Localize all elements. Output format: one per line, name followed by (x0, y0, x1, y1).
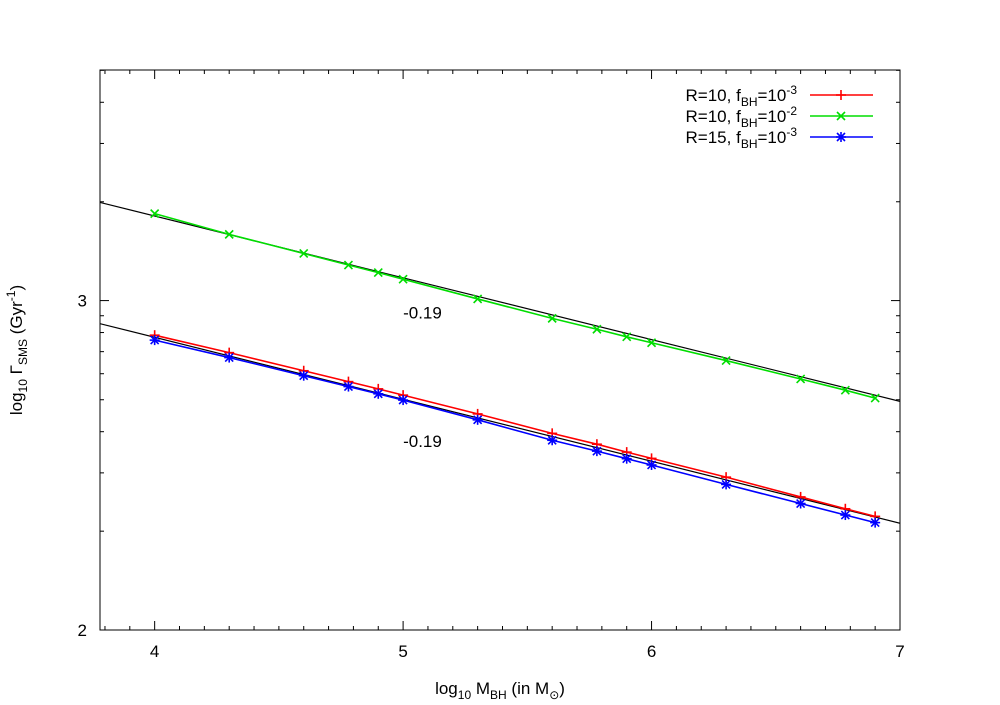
x-axis-label: log10 MBH (in M⊙) (435, 679, 565, 700)
data-point (547, 313, 557, 323)
data-point (224, 352, 235, 363)
legend-swatch-marker (836, 90, 846, 100)
slope-annotation: -0.19 (403, 432, 442, 451)
data-point (373, 388, 384, 399)
legend-label: R=10, fBH=10-3 (686, 83, 798, 109)
data-point (472, 414, 483, 425)
plot-frame (99, 69, 901, 631)
data-point (547, 435, 558, 446)
data-point (373, 268, 383, 278)
data-point (343, 381, 354, 392)
x-tick-label: 7 (895, 642, 904, 661)
data-point (473, 294, 483, 304)
series-line-2 (154, 339, 876, 524)
x-tick-label: 5 (398, 642, 407, 661)
legend-label: R=10, fBH=10-2 (686, 104, 798, 130)
data-point (621, 453, 632, 464)
legend-label: R=15, fBH=10-3 (686, 125, 798, 151)
x-tick-label: 6 (647, 642, 656, 661)
data-point (796, 374, 806, 384)
data-point (150, 209, 160, 219)
data-point (298, 370, 309, 381)
data-point (870, 393, 880, 403)
slope-annotation: -0.19 (403, 304, 442, 323)
data-point (721, 479, 732, 490)
y-tick-label: 3 (78, 292, 87, 311)
data-point (622, 332, 632, 342)
data-point (398, 274, 408, 284)
data-point (646, 459, 657, 470)
data-point (840, 385, 850, 395)
data-point (398, 395, 409, 406)
fit-line (100, 323, 900, 524)
data-point (299, 248, 309, 259)
series-line-0 (154, 334, 876, 518)
data-point (149, 335, 160, 346)
y-tick-label: 2 (78, 621, 87, 640)
data-point (795, 498, 806, 509)
data-point (646, 338, 657, 348)
data-point (840, 510, 851, 521)
y-axis-label: log10 ΓSMS (Gyr-1) (4, 285, 30, 415)
data-point (224, 229, 234, 239)
data-point (592, 324, 602, 334)
data-point (721, 355, 731, 366)
x-tick-label: 4 (150, 642, 159, 661)
data-point (870, 517, 881, 528)
legend-swatch-marker (836, 132, 846, 142)
data-point (343, 260, 354, 270)
data-point (591, 446, 602, 457)
legend-swatch-marker (836, 111, 846, 121)
